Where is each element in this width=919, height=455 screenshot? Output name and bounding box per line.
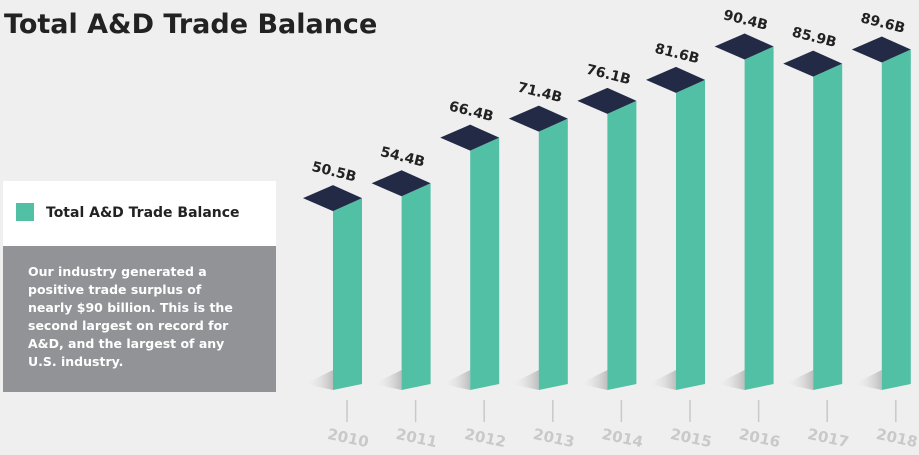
bar-top [714, 33, 774, 60]
bar-shadow [373, 370, 402, 390]
note-line: Our industry generated a [28, 264, 207, 279]
value-label: 90.4B [722, 7, 770, 33]
bar-shadow [442, 370, 471, 390]
x-tick-label: 2017 [806, 425, 851, 451]
bar [676, 79, 705, 391]
legend-label: Total A&D Trade Balance [46, 205, 240, 221]
bar [470, 137, 500, 390]
bar-top [646, 66, 705, 93]
bar-shadow [716, 370, 745, 390]
x-tick-label: 2013 [532, 425, 577, 451]
bar-shadow [579, 370, 608, 390]
x-tick-label: 2016 [737, 425, 782, 451]
note-line: U.S. industry. [28, 354, 123, 369]
value-label: 89.6B [859, 10, 907, 36]
chart-title: Total A&D Trade Balance [4, 9, 377, 40]
bar-top [783, 50, 843, 77]
bar [744, 46, 774, 390]
x-tick-label: 2012 [463, 425, 508, 451]
x-tick-label: 2015 [669, 425, 714, 451]
bar [813, 63, 843, 390]
value-label: 85.9B [790, 24, 838, 50]
value-label: 50.5B [310, 159, 358, 185]
x-tick-label: 2011 [394, 425, 439, 451]
x-tick-label: 2018 [875, 425, 919, 451]
note-box [3, 246, 276, 392]
bar-top [851, 36, 911, 63]
value-label: 81.6B [653, 41, 701, 67]
note-line: positive trade surplus of [28, 282, 202, 297]
bar-top [508, 105, 568, 132]
bar [607, 100, 637, 390]
bar [401, 183, 431, 390]
note-line: second largest on record for [28, 318, 229, 333]
bar [881, 49, 911, 391]
bar-top [440, 124, 500, 151]
legend-swatch [16, 203, 34, 221]
note-line: A&D, and the largest of any [28, 336, 224, 351]
bar [333, 198, 362, 390]
value-label: 66.4B [447, 99, 495, 125]
x-tick-label: 2014 [600, 425, 645, 451]
value-label: 71.4B [516, 80, 564, 106]
bar-shadow [510, 370, 539, 390]
x-tick-label: 2010 [326, 425, 371, 451]
bar-top [577, 87, 637, 114]
bar-top [303, 185, 362, 212]
bar-shadow [853, 370, 882, 390]
note-line: nearly $90 billion. This is the [28, 300, 233, 315]
value-label: 76.1B [584, 62, 632, 88]
bar-shadow [785, 370, 814, 390]
bar [538, 118, 568, 391]
bar-top [371, 170, 431, 197]
legend-box [3, 181, 276, 246]
bar-shadow [648, 370, 676, 390]
bar-shadow [305, 370, 333, 390]
value-label: 54.4B [379, 144, 427, 170]
